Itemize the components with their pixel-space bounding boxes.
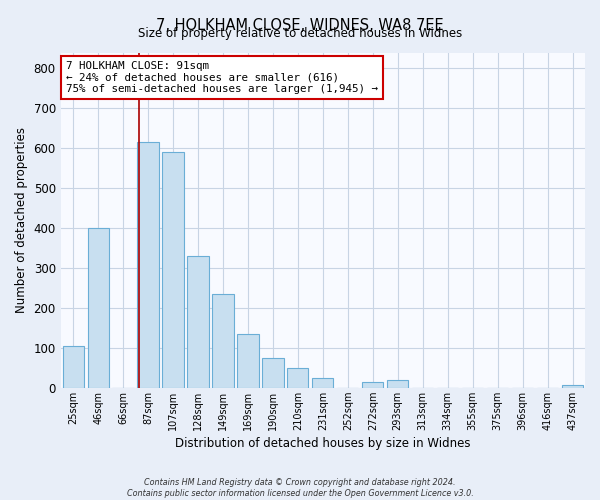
Bar <box>387 380 409 388</box>
Bar <box>88 228 109 388</box>
Bar <box>362 382 383 388</box>
Bar <box>212 294 233 388</box>
Bar <box>312 378 334 388</box>
X-axis label: Distribution of detached houses by size in Widnes: Distribution of detached houses by size … <box>175 437 470 450</box>
Bar <box>287 368 308 388</box>
Text: 7, HOLKHAM CLOSE, WIDNES, WA8 7EE: 7, HOLKHAM CLOSE, WIDNES, WA8 7EE <box>156 18 444 32</box>
Text: Size of property relative to detached houses in Widnes: Size of property relative to detached ho… <box>138 28 462 40</box>
Bar <box>562 384 583 388</box>
Text: Contains HM Land Registry data © Crown copyright and database right 2024.
Contai: Contains HM Land Registry data © Crown c… <box>127 478 473 498</box>
Bar <box>62 346 84 388</box>
Y-axis label: Number of detached properties: Number of detached properties <box>15 127 28 313</box>
Bar <box>238 334 259 388</box>
Bar <box>137 142 158 388</box>
Bar <box>163 152 184 388</box>
Bar <box>262 358 284 388</box>
Text: 7 HOLKHAM CLOSE: 91sqm
← 24% of detached houses are smaller (616)
75% of semi-de: 7 HOLKHAM CLOSE: 91sqm ← 24% of detached… <box>66 61 378 94</box>
Bar <box>187 256 209 388</box>
